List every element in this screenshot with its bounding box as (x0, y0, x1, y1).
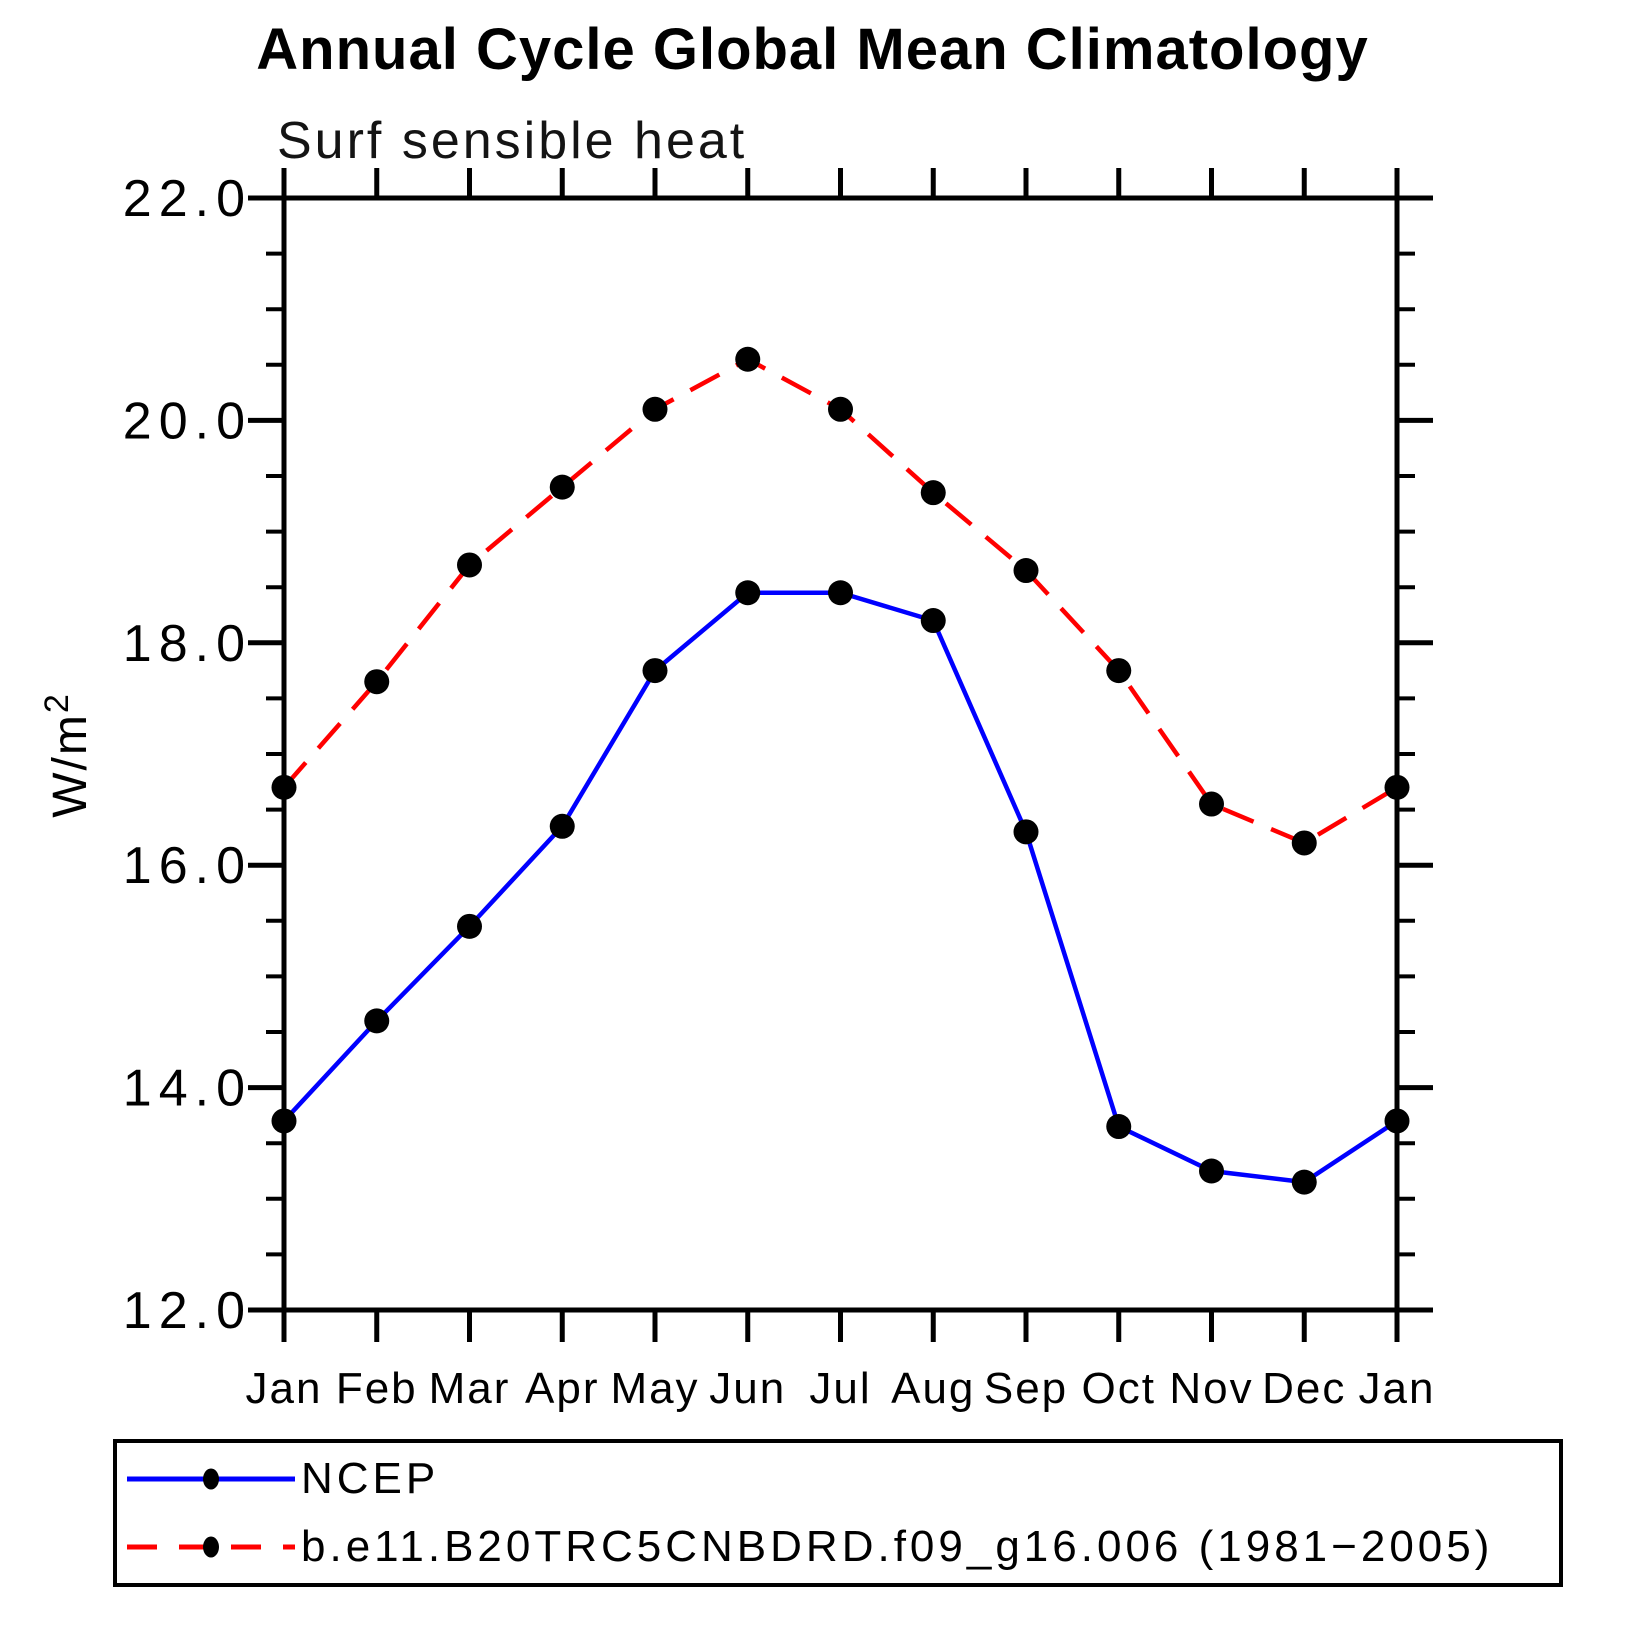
data-point (271, 1108, 297, 1134)
data-point (920, 608, 946, 634)
x-tick-label: Jun (709, 1364, 786, 1413)
data-point (828, 580, 853, 606)
plot-frame (281, 195, 1400, 1313)
x-tick-label: Mar (429, 1364, 511, 1413)
x-tick-label: Jul (809, 1364, 871, 1413)
x-tick-label: Jan (246, 1364, 323, 1413)
data-point (735, 580, 761, 606)
data-point (1384, 774, 1410, 800)
legend-label-model: b.e11.B20TRC5CNBDRD.f09_g16.006 (1981−20… (301, 1521, 1494, 1571)
y-tick-label: 20.0 (123, 392, 252, 450)
y-tick-label: 16.0 (123, 837, 252, 895)
data-point (364, 669, 390, 695)
data-point (457, 552, 482, 578)
data-point (828, 396, 853, 422)
plot-subtitle: Surf sensible heat (277, 112, 747, 170)
data-point (642, 658, 668, 684)
x-tick-label: Sep (984, 1364, 1068, 1413)
data-point (364, 1008, 390, 1034)
legend-marker-dot (203, 1468, 219, 1490)
legend-sample-solid (127, 1468, 295, 1490)
data-point (1199, 791, 1224, 817)
data-point (920, 480, 946, 506)
data-point (1384, 1108, 1410, 1134)
x-tick-label: Nov (1169, 1364, 1253, 1413)
x-tick-label: May (610, 1364, 699, 1413)
y-axis-label-base: W/m (44, 713, 97, 818)
figure-title: Annual Cycle Global Mean Climatology (256, 17, 1369, 82)
data-point (1106, 658, 1132, 684)
y-tick-label: 14.0 (123, 1060, 252, 1118)
axes-layer (248, 168, 1433, 1342)
x-tick-label: Apr (525, 1364, 599, 1413)
x-tick-label: Dec (1262, 1364, 1346, 1413)
x-tick-label: Oct (1082, 1364, 1156, 1413)
y-tick-label: 22.0 (123, 170, 252, 228)
data-point (1199, 1158, 1224, 1184)
series-layer (271, 346, 1410, 1195)
data-point (1291, 830, 1317, 856)
y-axis-label-exponent: 2 (38, 692, 76, 713)
y-axis-label: W/m2 (38, 692, 97, 818)
y-tick-label: 18.0 (123, 615, 252, 673)
data-point (1291, 1169, 1317, 1195)
data-point (1106, 1114, 1132, 1140)
series-line-ncep (282, 590, 1399, 1185)
legend-sample-dashed (127, 1536, 295, 1558)
y-tick-label: 12.0 (123, 1282, 252, 1340)
legend-label-ncep: NCEP (301, 1454, 440, 1504)
data-point (1013, 558, 1039, 584)
legend-item-model: b.e11.B20TRC5CNBDRD.f09_g16.006 (1981−20… (123, 1516, 1559, 1578)
data-point (457, 913, 482, 939)
x-tick-label: Aug (891, 1364, 975, 1413)
legend-item-ncep: NCEP (123, 1448, 1559, 1510)
data-point (271, 774, 297, 800)
legend-marker-dot (203, 1536, 219, 1558)
data-point (549, 813, 575, 839)
data-point (642, 396, 668, 422)
x-tick-label: Jan (1359, 1364, 1436, 1413)
data-point (1013, 819, 1039, 845)
legend-box: NCEP b.e11.B20TRC5CNBDRD.f09_g16.006 (19… (113, 1439, 1563, 1587)
x-tick-label: Feb (336, 1364, 418, 1413)
data-point (735, 346, 761, 372)
data-point (549, 474, 575, 500)
